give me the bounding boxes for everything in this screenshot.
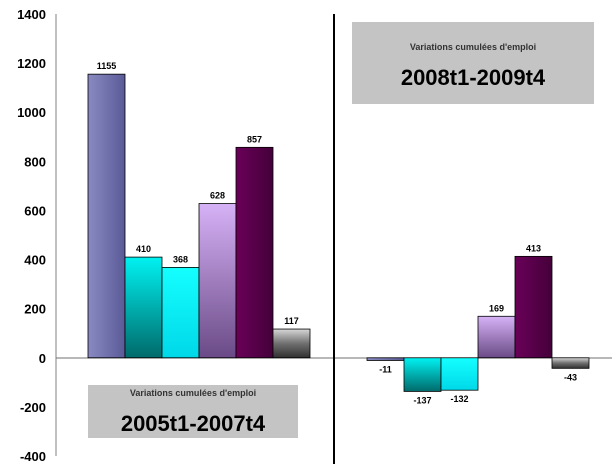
data-label: -43 xyxy=(564,372,577,382)
bar xyxy=(272,328,311,359)
bar xyxy=(87,73,126,359)
y-tick-label: 800 xyxy=(24,154,46,169)
data-label: 857 xyxy=(247,134,262,144)
data-label: 368 xyxy=(173,254,188,264)
data-label: -11 xyxy=(379,364,392,374)
annotation-subtitle: Variations cumulées d'emploi xyxy=(130,388,256,398)
annotation-box xyxy=(88,385,298,438)
y-tick-label: 1000 xyxy=(17,105,46,120)
bar xyxy=(366,357,405,361)
data-label: 413 xyxy=(526,243,541,253)
data-label: -137 xyxy=(413,395,431,405)
data-label: 117 xyxy=(284,316,299,326)
bar xyxy=(514,255,553,359)
y-tick-label: 1200 xyxy=(17,56,46,71)
data-label: 410 xyxy=(136,244,151,254)
data-label: 169 xyxy=(489,303,504,313)
annotation-period: 2005t1-2007t4 xyxy=(121,411,266,436)
annotation-subtitle: Variations cumulées d'emploi xyxy=(410,42,536,52)
y-tick-label: -400 xyxy=(20,449,46,464)
bar xyxy=(161,267,200,359)
bar xyxy=(198,203,237,359)
y-tick-label: 0 xyxy=(39,351,46,366)
bar xyxy=(235,146,274,359)
data-label: 628 xyxy=(210,191,225,201)
y-tick-label: 600 xyxy=(24,203,46,218)
data-label: 1155 xyxy=(97,61,117,71)
y-tick-label: -200 xyxy=(20,400,46,415)
bar xyxy=(124,256,163,359)
y-tick-labels: -400 -200 0 200 400 600 800 1000 1200 1400 xyxy=(17,7,46,464)
y-tick-label: 400 xyxy=(24,253,46,268)
bar xyxy=(403,357,442,392)
annotation-period: 2008t1-2009t4 xyxy=(401,65,546,90)
y-tick-label: 1400 xyxy=(17,7,46,22)
bar xyxy=(477,315,516,359)
data-label: -132 xyxy=(450,394,468,404)
panel-2008t1-2009t4: -11 -137 -132 169 413 -43 Variations cumulées … xyxy=(352,22,594,405)
panel-2005t1-2007t4: 1155 410 368 628 857 117 Variations cumulées d… xyxy=(87,61,311,438)
bar xyxy=(551,357,590,369)
bar xyxy=(440,357,479,391)
annotation-box xyxy=(352,22,594,104)
y-tick-label: 200 xyxy=(24,302,46,317)
